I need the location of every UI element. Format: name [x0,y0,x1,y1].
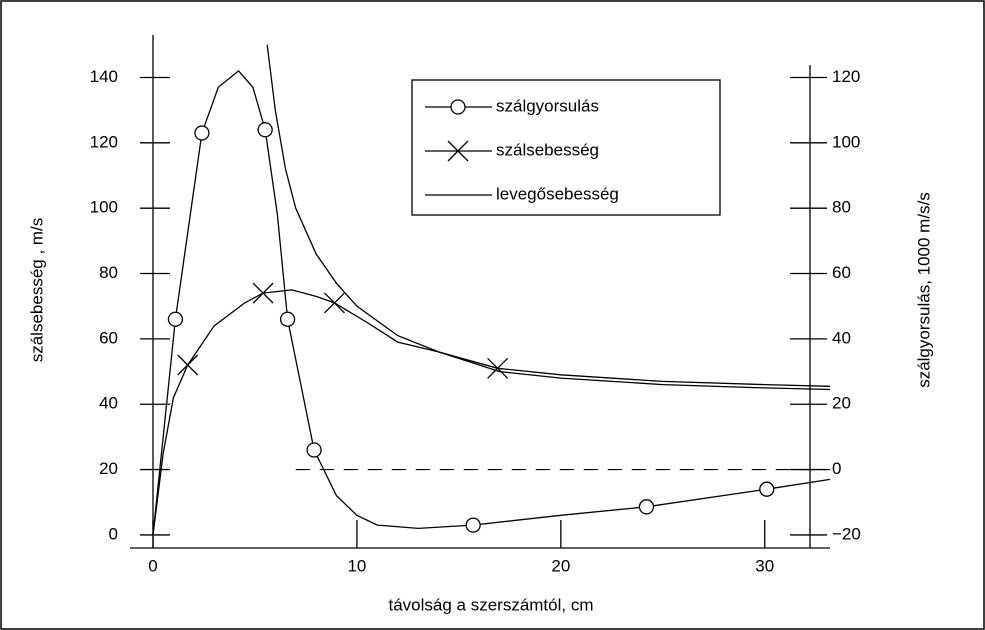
marker-circle [257,122,273,138]
marker-circle [306,442,322,458]
series-line [152,289,831,535]
marker-circle [465,517,481,533]
y2-tick-label: 0 [832,459,841,478]
legend-label: szálsebesség [496,140,599,159]
marker-x [487,357,509,379]
y2-tick-label: 100 [832,132,860,151]
y-tick-label: 0 [109,524,118,543]
y2-tick-label: 120 [832,67,860,86]
y2-tick-label: 40 [832,328,851,347]
marker-circle [759,481,775,497]
marker-circle [279,311,296,327]
y-tick-label: 140 [90,67,118,86]
y2-tick-label: −20 [832,524,861,543]
y2-tick-label: 20 [832,394,851,413]
y-tick-label: 40 [99,394,118,413]
marker-x [447,140,469,162]
marker-x [324,292,345,314]
y-tick-label: 80 [99,263,118,282]
y-tick-label: 20 [99,459,118,478]
marker-circle [450,99,466,115]
marker-circle [167,311,184,327]
y2-axis-label: szálgyorsulás, 1000 m/s/s [914,192,933,388]
x-tick-label: 20 [551,556,570,575]
y-tick-label: 120 [90,132,118,151]
x-tick-label: 10 [347,556,366,575]
y2-tick-label: 80 [832,198,851,217]
marker-x [177,354,199,376]
x-tick-label: 0 [148,556,157,575]
y-tick-label: 60 [99,328,118,347]
y-axis-label: szálsebesség , m/s [27,218,46,363]
marker-circle [194,125,210,141]
x-axis-label: távolság a szerszámtól, cm [388,595,593,614]
series-line [266,44,831,391]
y-tick-label: 100 [90,198,118,217]
marker-circle [638,499,655,515]
legend-label: szálgyorsulás [496,96,599,115]
legend-label: levegősebesség [496,184,619,203]
y2-tick-label: 60 [832,263,851,282]
marker-x [252,282,274,304]
x-tick-label: 30 [755,556,774,575]
